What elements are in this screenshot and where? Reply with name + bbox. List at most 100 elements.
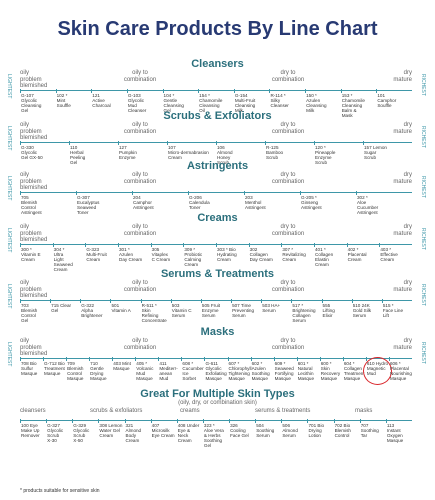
axis-tick — [158, 357, 160, 361]
product-label: 307 * Revitalizing Cream — [282, 247, 314, 262]
product-label: 303 * Bio Hydrating Cream — [217, 247, 249, 262]
mid-label-b-line: combination — [271, 178, 305, 185]
multi-product-label-line: Cooling — [230, 428, 246, 433]
group-label: serums & treatments — [255, 408, 311, 414]
product-label: 710 Gentle Drying Masque — [90, 361, 112, 381]
end-label-left-line: blemished — [20, 135, 48, 141]
end-label-left-line: problem — [20, 128, 42, 135]
product-label-line: Cucumber — [357, 205, 379, 210]
product-label-line: Enzyme — [315, 155, 332, 160]
product-label-line: Tightening — [228, 371, 250, 376]
product-label-line: Bamboo — [266, 150, 284, 155]
product-label-line: Lift — [382, 313, 389, 318]
axis-tick — [188, 191, 189, 195]
multi-product-label-line: Cream — [99, 433, 114, 438]
axis-tick — [170, 299, 172, 303]
product-label-line: Collagen — [315, 252, 334, 257]
end-label-left-line: problem — [20, 344, 42, 351]
product-label-line: 705 — [21, 195, 29, 200]
product-label-line: C Cream — [151, 257, 171, 262]
axis-tick — [342, 357, 344, 361]
product-label-line: Astringent — [245, 205, 266, 210]
product-label-line: Cleansing — [163, 103, 184, 108]
product-label-line: Seaweed — [77, 205, 97, 210]
mid-label-a-line: combination — [123, 286, 157, 293]
multi-axis-tick — [359, 419, 361, 423]
multi-product-label-line: X-30 — [47, 438, 57, 443]
product-label-line: Skin — [320, 366, 330, 371]
product-label-line: Masque — [297, 376, 315, 381]
product-label-line: Nourishing — [389, 371, 412, 376]
mid-label-b-line: dry to — [280, 172, 296, 178]
multi-product-label-line: & Herbs — [203, 433, 221, 438]
axis-tick — [20, 243, 21, 247]
product-label: 705 Blemish Control Astringent — [21, 195, 76, 215]
product-label-line: Enzyme — [201, 308, 219, 313]
end-label-left-line: oily — [20, 224, 30, 230]
multi-product-label-line: 701 Bio — [308, 423, 325, 428]
multi-axis-tick — [98, 419, 100, 423]
product-label: 403 * Effective Cream — [380, 247, 412, 262]
product-label-line: Serum — [232, 313, 246, 318]
product-label-line: Vitamin A — [111, 308, 131, 313]
axis-tick — [351, 299, 353, 303]
multi-product-label-line: Body — [125, 433, 137, 438]
product-label-line: Active — [92, 98, 105, 103]
axis-tick — [379, 243, 381, 247]
product-label-line: Azulen — [251, 366, 266, 371]
end-label-left-line: blemished — [20, 185, 48, 191]
product-label-line: Cleanser — [270, 103, 289, 108]
multi-axis-tick — [385, 419, 387, 423]
multi-product-label-line: Serum — [282, 433, 296, 438]
side-label-left: LIGHTEST — [6, 228, 12, 253]
product-label: 302 Collagen Day Cream — [250, 247, 282, 262]
product-label-line: Milk — [234, 108, 243, 113]
product-label-line: 607 * — [228, 361, 240, 366]
multi-product-label-line: Almond — [125, 428, 142, 433]
multi-product-label: 407 Microsilk Eye Cream — [152, 423, 177, 438]
product-label-line: Chamomile — [199, 98, 223, 103]
multi-axis-line — [20, 420, 412, 421]
multi-product-label-line: Cream — [125, 438, 140, 443]
product-label: 555 Lifting Elixir — [323, 303, 352, 318]
product-label-line: Serum — [262, 308, 276, 313]
product-label: 606 * Placental Nourishing Masque — [390, 361, 412, 381]
end-label-left-line: blemished — [20, 237, 48, 243]
product-label-line: 402 * — [347, 247, 359, 252]
product-label-line: Cream — [184, 262, 199, 267]
product-label-line: 302 — [249, 247, 258, 252]
multi-axis-tick — [20, 419, 21, 423]
end-label-right: dry mature — [360, 70, 412, 83]
product-label: 608 * Cucumber Ice Sorbet — [182, 361, 204, 381]
axis-tick — [216, 243, 217, 247]
axis-tick — [314, 243, 315, 247]
product-label-line: 405 * — [136, 361, 148, 366]
mid-label-b-line: dry to — [280, 338, 296, 344]
multi-product-label: 707 Soothing Tar — [361, 423, 386, 438]
multi-axis-tick — [150, 419, 152, 423]
mid-label-a: oily to combination — [110, 338, 170, 351]
side-label-left: LIGHTEST — [6, 176, 12, 201]
product-label-line: Alpha — [81, 308, 94, 313]
product-label: 604 * Collagen Treatment Masque — [344, 361, 366, 381]
mid-label-a: oily to combination — [110, 224, 170, 237]
axis-tick — [118, 141, 119, 145]
group-label: creams — [180, 408, 200, 414]
product-label-line: Ultra — [53, 252, 64, 257]
product-label: 708 Bio Sulfur Masque — [21, 361, 43, 376]
product-label-line: Revitalizing — [282, 252, 306, 257]
end-label-left: oily problem blemished — [20, 338, 47, 358]
mid-label-a: oily to combination — [110, 280, 170, 293]
product-label-line: Oil — [199, 108, 205, 113]
product-label: 157 Lemon Sugar Scrub — [364, 145, 412, 160]
product-label-line: 608 * — [182, 361, 194, 366]
axis-tick — [66, 357, 68, 361]
product-label-line: Cleansing — [341, 103, 363, 108]
page-title: Skin Care Products By Line Chart — [57, 18, 378, 40]
product-label-line: Glycolic — [21, 98, 38, 103]
multi-product-label: 504 Soothing Serum — [256, 423, 281, 438]
product-label-line: 411 — [159, 361, 167, 366]
product-label-line: Vitamin E — [21, 252, 41, 257]
multi-product-label-line: 702 Bio — [334, 423, 351, 428]
mid-label-b: dry to combination — [258, 280, 318, 293]
